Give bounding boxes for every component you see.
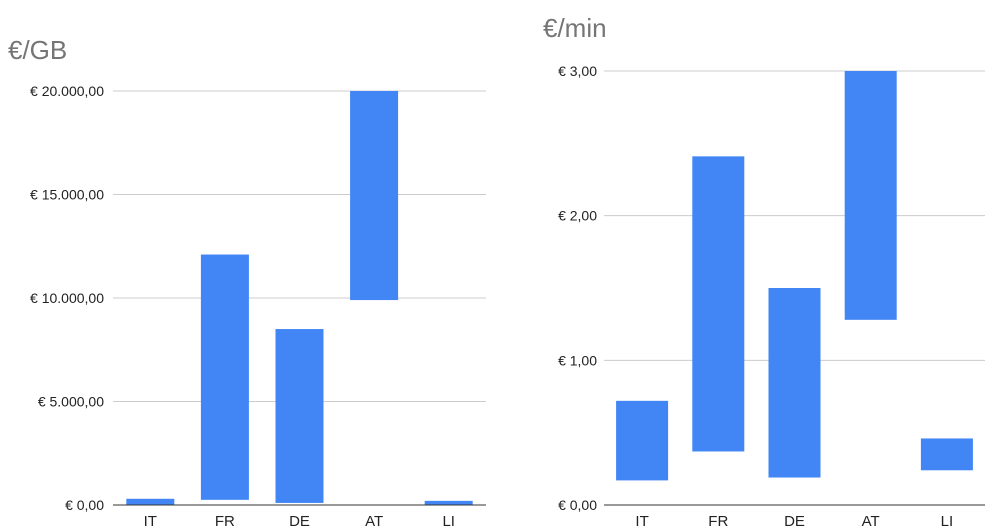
chart-title-eur-per-gb: €/GB — [8, 35, 67, 65]
bar-at — [844, 71, 897, 320]
x-tick-label: IT — [635, 513, 648, 529]
chart-eur-per-min: €/min € 0,00 € 1,00 € 2,00 € 3,00 IT FR DE AT LI — [543, 13, 985, 529]
y-tick-label: € 10.000,00 — [30, 290, 104, 306]
x-tick-label: AT — [862, 513, 880, 529]
x-tick-label: DE — [784, 513, 805, 529]
bar-li — [920, 438, 973, 471]
x-tick-label: FR — [215, 513, 235, 529]
x-tick-label: LI — [941, 513, 954, 529]
bar-fr — [200, 254, 249, 500]
bar-li — [424, 500, 473, 505]
y-tick-label: € 3,00 — [558, 63, 597, 79]
y-tick-label: € 0,00 — [65, 497, 104, 513]
x-tick-label: DE — [289, 513, 310, 529]
bar-it — [126, 498, 175, 505]
bar-de — [275, 329, 324, 503]
y-tick-label: € 2,00 — [558, 208, 597, 224]
chart-title-eur-per-min: €/min — [543, 13, 607, 43]
x-tick-label: FR — [708, 513, 728, 529]
bar-de — [768, 288, 821, 478]
y-tick-label: € 0,00 — [558, 497, 597, 513]
y-tick-label: € 1,00 — [558, 352, 597, 368]
x-tick-label: LI — [442, 513, 455, 529]
y-tick-label: € 20.000,00 — [30, 83, 104, 99]
bar-it — [616, 400, 669, 481]
y-tick-label: € 15.000,00 — [30, 187, 104, 203]
x-tick-label: AT — [365, 513, 383, 529]
bar-at — [350, 91, 399, 301]
x-tick-label: IT — [144, 513, 157, 529]
y-tick-label: € 5.000,00 — [38, 394, 104, 410]
bar-fr — [692, 156, 745, 452]
chart-eur-per-gb: €/GB € 0,00 € 5.000,00 € 10.000,00 € 15.000… — [8, 35, 486, 529]
